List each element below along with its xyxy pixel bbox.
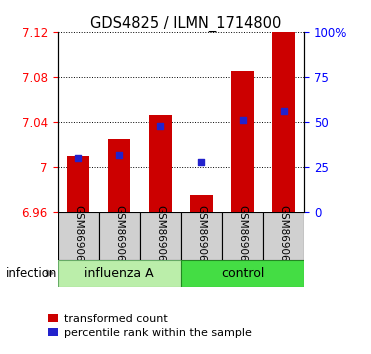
Text: GSM869067: GSM869067	[114, 205, 124, 268]
Bar	[149, 115, 172, 212]
Bar	[222, 212, 263, 260]
Point	[198, 159, 204, 165]
Text: GSM869065: GSM869065	[73, 205, 83, 268]
Text: GSM869069: GSM869069	[155, 205, 165, 268]
Bar	[181, 212, 222, 260]
Bar	[181, 260, 304, 287]
Bar	[108, 139, 131, 212]
Bar	[67, 156, 89, 212]
Bar	[140, 212, 181, 260]
Point	[157, 123, 163, 129]
Text: influenza A: influenza A	[84, 267, 154, 280]
Text: GSM869064: GSM869064	[196, 205, 206, 268]
Point	[116, 152, 122, 158]
Bar	[231, 72, 254, 212]
Point	[240, 118, 246, 123]
Bar	[272, 32, 295, 212]
Bar	[58, 260, 181, 287]
Text: GSM869066: GSM869066	[237, 205, 247, 268]
Text: infection: infection	[6, 267, 57, 280]
Bar	[58, 212, 99, 260]
Bar	[263, 212, 304, 260]
Bar	[190, 195, 213, 212]
Bar	[99, 212, 140, 260]
Text: GDS4825 / ILMN_1714800: GDS4825 / ILMN_1714800	[90, 16, 281, 32]
Point	[75, 155, 81, 161]
Text: GSM869068: GSM869068	[279, 205, 289, 268]
Point	[281, 108, 287, 114]
Text: control: control	[221, 267, 264, 280]
Legend: transformed count, percentile rank within the sample: transformed count, percentile rank withi…	[48, 314, 252, 338]
